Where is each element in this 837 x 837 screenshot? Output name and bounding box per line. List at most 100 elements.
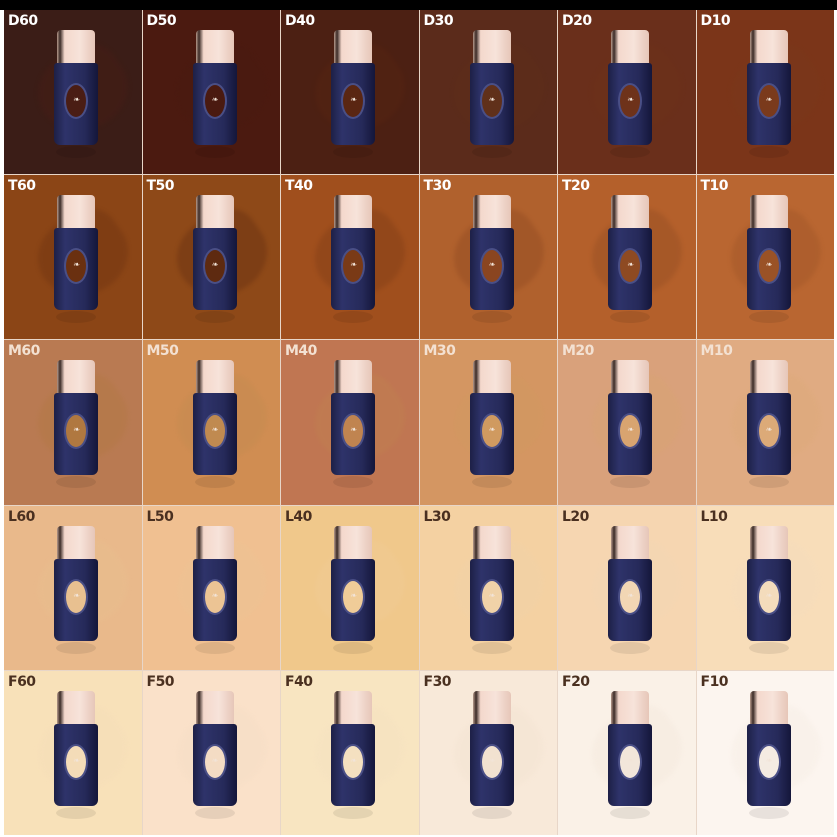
shade-label: D20 — [562, 13, 592, 29]
shade-tile-l50: L50 ❧ — [142, 505, 280, 670]
shade-tile-f30: F30 ❧ — [419, 670, 557, 835]
bottle-logo-window: ❧ — [202, 743, 227, 780]
logo-script-icon: ❧ — [349, 260, 357, 270]
shade-tile-m50: M50 ❧ — [142, 340, 280, 505]
bottle-logo-window: ❧ — [618, 743, 642, 780]
shade-tile-m40: M40 ❧ — [281, 340, 419, 505]
bottle-logo-window: ❧ — [64, 743, 88, 780]
bottle-logo-window: ❧ — [202, 413, 227, 450]
shade-label: M50 — [146, 343, 179, 360]
logo-script-icon: ❧ — [765, 260, 772, 270]
bottle-shadow — [333, 806, 373, 819]
bottle-shadow — [610, 806, 650, 819]
shade-tile-t40: T40 ❧ — [281, 175, 419, 340]
bottle-body: ❧ — [192, 558, 237, 641]
shade-label: M10 — [700, 343, 733, 360]
logo-script-icon: ❧ — [72, 425, 80, 435]
foundation-bottle-image: ❧ — [746, 195, 791, 325]
logo-script-icon: ❧ — [349, 755, 357, 765]
bottle-logo-window: ❧ — [479, 578, 504, 615]
bottle-body: ❧ — [746, 393, 791, 476]
shade-label: D40 — [285, 13, 315, 29]
bottle-logo-window: ❧ — [202, 248, 227, 285]
logo-script-icon: ❧ — [211, 590, 218, 600]
bottle-cap — [611, 195, 649, 230]
shade-tile-t10: T10 ❧ — [696, 175, 834, 340]
foundation-bottle-image: ❧ — [331, 525, 375, 656]
bottle-body: ❧ — [746, 63, 791, 145]
shade-tile-l20: L20 ❧ — [558, 505, 696, 670]
bottle-cap — [472, 690, 511, 725]
bottle-shadow — [194, 641, 235, 654]
bottle-cap — [195, 690, 234, 725]
shade-tile-d60: D60 ❧ — [4, 10, 142, 175]
shade-tile-m30: M30 ❧ — [419, 340, 557, 505]
shade-tile-f60: F60 ❧ — [4, 670, 142, 835]
foundation-bottle-image: ❧ — [54, 360, 98, 490]
shade-tile-l60: L60 ❧ — [4, 505, 142, 670]
shade-label: L40 — [285, 508, 312, 525]
foundation-bottle-image: ❧ — [608, 30, 652, 160]
shade-label: F50 — [146, 673, 175, 690]
bottle-body: ❧ — [469, 63, 514, 145]
shade-tile-d50: D50 ❧ — [142, 10, 280, 175]
shade-label: M40 — [285, 343, 317, 360]
shade-label: D50 — [146, 13, 177, 29]
bottle-shadow — [194, 146, 235, 158]
foundation-bottle-image: ❧ — [54, 195, 98, 325]
shade-tile-l10: L10 ❧ — [696, 505, 834, 670]
bottle-shadow — [194, 476, 235, 489]
foundation-bottle-image: ❧ — [469, 360, 514, 490]
shade-label: F60 — [8, 673, 36, 690]
foundation-bottle-image: ❧ — [608, 360, 652, 490]
bottle-body: ❧ — [192, 63, 237, 145]
bottle-shadow — [56, 641, 96, 654]
bottle-shadow — [610, 476, 650, 489]
shade-label: L60 — [8, 508, 35, 525]
bottle-body: ❧ — [331, 63, 375, 145]
bottle-shadow — [748, 641, 789, 654]
bottle-body: ❧ — [746, 558, 791, 641]
bottle-logo-window: ❧ — [618, 578, 642, 615]
bottle-body: ❧ — [192, 228, 237, 311]
logo-script-icon: ❧ — [765, 755, 772, 765]
bottle-logo-window: ❧ — [341, 578, 365, 615]
logo-script-icon: ❧ — [626, 590, 634, 600]
bottle-shadow — [56, 311, 96, 324]
bottle-cap — [611, 360, 649, 395]
bottle-shadow — [333, 311, 373, 324]
shade-tile-d10: D10 ❧ — [696, 10, 834, 175]
bottle-cap — [749, 525, 788, 560]
bottle-cap — [611, 525, 649, 560]
bottle-logo-window: ❧ — [202, 83, 227, 119]
bottle-logo-window: ❧ — [64, 248, 88, 285]
foundation-bottle-image: ❧ — [192, 30, 237, 160]
bottle-shadow — [471, 476, 512, 489]
foundation-bottle-image: ❧ — [608, 195, 652, 325]
logo-script-icon: ❧ — [72, 95, 80, 104]
bottle-shadow — [56, 146, 96, 158]
shade-label: T30 — [423, 178, 452, 195]
foundation-bottle-image: ❧ — [192, 525, 237, 656]
bottle-shadow — [610, 641, 650, 654]
logo-script-icon: ❧ — [349, 425, 357, 435]
shade-tile-t20: T20 ❧ — [558, 175, 696, 340]
bottle-cap — [334, 690, 372, 725]
foundation-bottle-image: ❧ — [746, 360, 791, 490]
bottle-shadow — [748, 311, 789, 324]
bottle-logo-window: ❧ — [64, 83, 88, 119]
foundation-bottle-image: ❧ — [469, 30, 514, 160]
shade-tile-d40: D40 ❧ — [281, 10, 419, 175]
foundation-bottle-image: ❧ — [746, 690, 791, 821]
bottle-logo-window: ❧ — [756, 578, 781, 615]
bottle-body: ❧ — [469, 228, 514, 311]
bottle-body: ❧ — [608, 558, 652, 641]
bottle-cap — [472, 525, 511, 560]
foundation-bottle-image: ❧ — [746, 525, 791, 656]
bottle-cap — [334, 195, 372, 230]
shade-tile-t50: T50 ❧ — [142, 175, 280, 340]
top-black-bar — [0, 0, 837, 10]
foundation-bottle-image: ❧ — [331, 360, 375, 490]
bottle-cap — [57, 525, 95, 560]
bottle-body: ❧ — [192, 393, 237, 476]
